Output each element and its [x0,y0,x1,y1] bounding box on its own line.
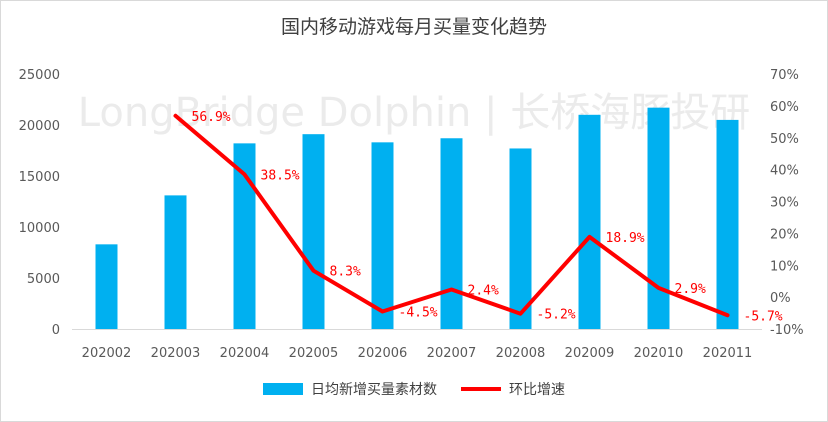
x-tick-label: 202005 [289,346,339,361]
y-left-tick-label: 20000 [19,119,60,134]
legend-bar-swatch [263,383,303,395]
y-right-tick-label: 20% [770,227,799,242]
line-data-label: 8.3% [330,265,361,280]
y-right-tick-label: 70% [770,68,799,83]
line-data-label: -4.5% [399,305,438,320]
legend-line-swatch [461,387,501,391]
y-right-tick-label: 50% [770,132,799,147]
y-right-tick-label: 30% [770,196,799,211]
y-right-tick-label: 10% [770,259,799,274]
bar [371,142,394,329]
legend: 日均新增买量素材数 环比增速 [0,379,828,399]
x-tick-label: 202011 [703,346,753,361]
legend-item-line: 环比增速 [461,379,565,399]
bar [509,148,532,329]
bar [164,195,187,329]
x-tick-label: 202009 [565,346,615,361]
y-left-tick-label: 15000 [19,170,60,185]
line-data-label: -5.2% [537,308,576,323]
line-data-label: -5.7% [744,309,783,324]
line-data-label: 38.5% [261,168,300,183]
line-data-label: 18.9% [606,231,645,246]
chart-title: 国内移动游戏每月买量变化趋势 [280,16,547,38]
x-tick-label: 202002 [82,346,132,361]
legend-item-bar: 日均新增买量素材数 [263,379,437,399]
y-right-tick-label: 60% [770,100,799,115]
y-right-tick-label: -10% [770,323,804,338]
y-left-tick-label: 25000 [19,68,60,83]
bar [578,114,601,329]
bar [302,134,325,329]
y-left-tick-label: 10000 [19,221,60,236]
y-right-tick-label: 0% [770,291,791,306]
legend-bar-label: 日均新增买量素材数 [311,382,437,398]
x-tick-label: 202006 [358,346,408,361]
line-data-label: 2.4% [468,283,499,298]
legend-line-label: 环比增速 [509,382,565,398]
y-left-tick-label: 0 [52,323,60,338]
bar [716,119,739,330]
combo-chart: LongBridge Dolphin | 长桥海豚投研0500010000150… [19,68,804,361]
x-tick-label: 202004 [220,346,270,361]
line-data-label: 2.9% [675,282,706,297]
x-tick-label: 202010 [634,346,684,361]
x-tick-label: 202007 [427,346,477,361]
growth-line [173,113,730,318]
x-tick-label: 202008 [496,346,546,361]
x-tick-label: 202003 [151,346,201,361]
y-right-tick-label: 40% [770,164,799,179]
line-data-label: 56.9% [192,110,231,125]
bar [233,143,256,329]
bar [95,244,118,329]
bar [440,138,463,329]
bar [647,107,670,329]
y-left-tick-label: 5000 [27,272,60,287]
